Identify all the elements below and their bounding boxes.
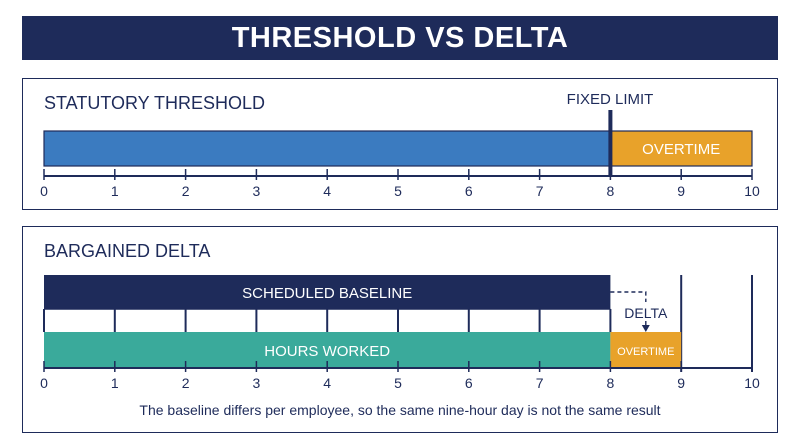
- statutory-tick-label-6: 6: [465, 183, 473, 199]
- statutory-tick-label-0: 0: [40, 183, 48, 199]
- statutory-heading: STATUTORY THRESHOLD: [44, 93, 265, 113]
- bargained-tick-label-10: 10: [744, 375, 760, 391]
- delta-arrow-head: [641, 325, 650, 332]
- statutory-tick-label-2: 2: [182, 183, 190, 199]
- statutory-threshold-panel: [22, 78, 778, 210]
- bargained-tick-label-5: 5: [394, 375, 402, 391]
- bargained-tick-label-7: 7: [536, 375, 544, 391]
- bargained-tick-label-6: 6: [465, 375, 473, 391]
- bargained-heading: BARGAINED DELTA: [44, 241, 210, 261]
- statutory-regular-bar: [43, 130, 612, 167]
- statutory-tick-label-9: 9: [677, 183, 685, 199]
- statutory-tick-label-1: 1: [111, 183, 119, 199]
- statutory-axis: 0 1 2 3 4 5 6 7 8 9 10: [40, 169, 760, 199]
- bargained-tick-label-8: 8: [607, 375, 615, 391]
- statutory-tick-label-7: 7: [536, 183, 544, 199]
- bargained-bars-group: SCHEDULED BASELINE HOURS WORKED OVERTIME DE…: [43, 275, 753, 372]
- statutory-overtime-label: OVERTIME: [642, 141, 720, 158]
- statutory-overtime-bar: [609, 130, 753, 167]
- statutory-bar-group: OVERTIME: [43, 110, 753, 176]
- bargained-tick-label-9: 9: [677, 375, 685, 391]
- bargained-overtime-label: OVERTIME: [617, 346, 674, 358]
- bargained-caption: The baseline differs per employee, so th…: [139, 402, 660, 418]
- statutory-tick-label-10: 10: [744, 183, 760, 199]
- statutory-tick-label-8: 8: [607, 183, 615, 199]
- bargained-delta-panel: [22, 226, 778, 433]
- diagram-title: THRESHOLD VS DELTA: [22, 16, 778, 60]
- statutory-tick-label-5: 5: [394, 183, 402, 199]
- bargained-tick-label-3: 3: [253, 375, 261, 391]
- fixed-limit-label: FIXED LIMIT: [567, 91, 654, 108]
- bargained-overtime-bar: [610, 332, 682, 368]
- hours-worked-label: HOURS WORKED: [264, 343, 390, 360]
- bargained-tick-label-1: 1: [111, 375, 119, 391]
- bargained-tick-label-2: 2: [182, 375, 190, 391]
- delta-connector: [610, 291, 647, 302]
- statutory-tick-label-3: 3: [253, 183, 261, 199]
- bargained-tick-label-4: 4: [323, 375, 331, 391]
- bargained-axis: 0 1 2 3 4 5 6 7 8 9 10: [40, 361, 760, 391]
- bargained-tick-label-0: 0: [40, 375, 48, 391]
- statutory-tick-label-4: 4: [323, 183, 331, 199]
- baseline-bar: [44, 275, 611, 309]
- delta-label: DELTA: [624, 305, 668, 321]
- baseline-label: SCHEDULED BASELINE: [242, 285, 412, 302]
